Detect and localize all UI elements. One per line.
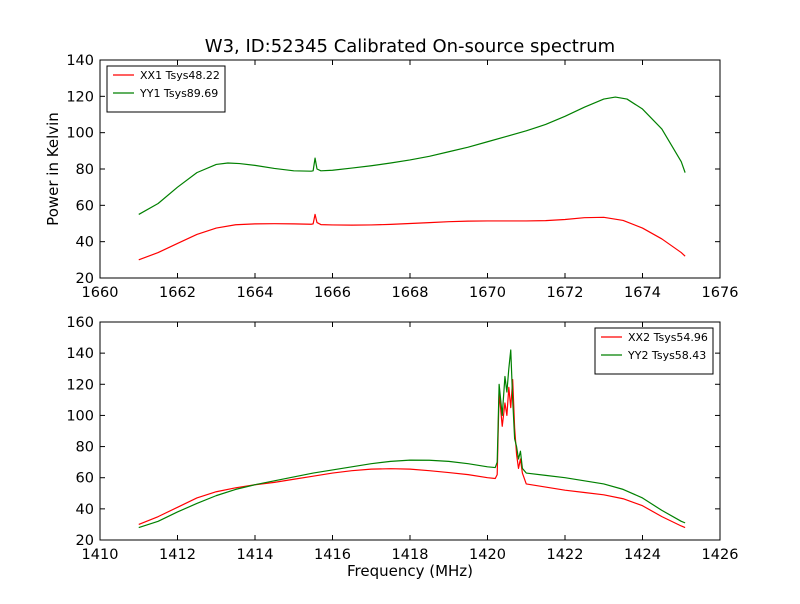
x-tick-label: 1664: [237, 285, 274, 301]
y-tick-label: 100: [66, 408, 94, 424]
x-tick-label: 1412: [159, 547, 196, 563]
x-tick-label: 1674: [624, 285, 661, 301]
x-tick-label: 1666: [314, 285, 351, 301]
x-tick-label: 1668: [392, 285, 429, 301]
legend-entry: XX2 Tsys54.96: [628, 331, 708, 344]
y-tick-label: 140: [66, 53, 94, 69]
x-tick-label: 1414: [237, 547, 274, 563]
panel-2: 1410 1412 1414 1416 1418 1420 1422 1424 1426 20 40…: [66, 315, 738, 580]
y-tick-label: 120: [66, 377, 94, 393]
y-tick-label: 60: [76, 471, 94, 487]
y-tick-label: 100: [66, 126, 94, 142]
x-tick-label: 1662: [159, 285, 196, 301]
y-axis-label: Power in Kelvin: [44, 112, 62, 226]
y-tick-label: 120: [66, 89, 94, 105]
x-tick-label: 1660: [82, 285, 119, 301]
y-tick-label: 40: [76, 235, 94, 251]
x-tick-label: 1420: [469, 547, 506, 563]
legend: XX1 Tsys48.22 YY1 Tsys89.69: [106, 65, 226, 113]
x-tick-label: 1422: [547, 547, 584, 563]
y-tick-label: 20: [76, 271, 94, 287]
series-line-1-1: [138, 213, 686, 261]
x-tick-label: 1410: [82, 547, 119, 563]
chart-title: W3, ID:52345 Calibrated On-source spectr…: [205, 36, 615, 57]
x-tick-label: 1676: [702, 285, 739, 301]
legend-entry: YY1 Tsys89.69: [139, 87, 218, 100]
y-tick-label: 20: [76, 533, 94, 549]
y-tick-label: 80: [76, 162, 94, 178]
x-tick-label: 1424: [624, 547, 661, 563]
x-tick-label: 1672: [547, 285, 584, 301]
panel-1: 1660 1662 1664 1666 1668 1670 1672 1674 1676 20 40…: [44, 53, 738, 301]
legend-box: [106, 65, 226, 113]
legend-entry: XX1 Tsys48.22: [140, 69, 220, 82]
x-tick-label: 1670: [469, 285, 506, 301]
y-tick-label: 140: [66, 346, 94, 362]
legend-box: [594, 327, 714, 375]
x-tick-label: 1426: [702, 547, 739, 563]
series-line-1-2: [138, 96, 686, 215]
x-axis-label: Frequency (MHz): [347, 562, 473, 580]
x-tick-label: 1418: [392, 547, 429, 563]
series-line-2-1: [138, 379, 686, 529]
legend-entry: YY2 Tsys58.43: [627, 349, 706, 362]
y-tick-label: 40: [76, 502, 94, 518]
y-tick-label: 60: [76, 198, 94, 214]
series-line-2-2: [138, 349, 686, 529]
y-tick-label: 80: [76, 440, 94, 456]
y-tick-label: 160: [66, 315, 94, 331]
x-tick-label: 1416: [314, 547, 351, 563]
legend: XX2 Tsys54.96 YY2 Tsys58.43: [594, 327, 714, 375]
